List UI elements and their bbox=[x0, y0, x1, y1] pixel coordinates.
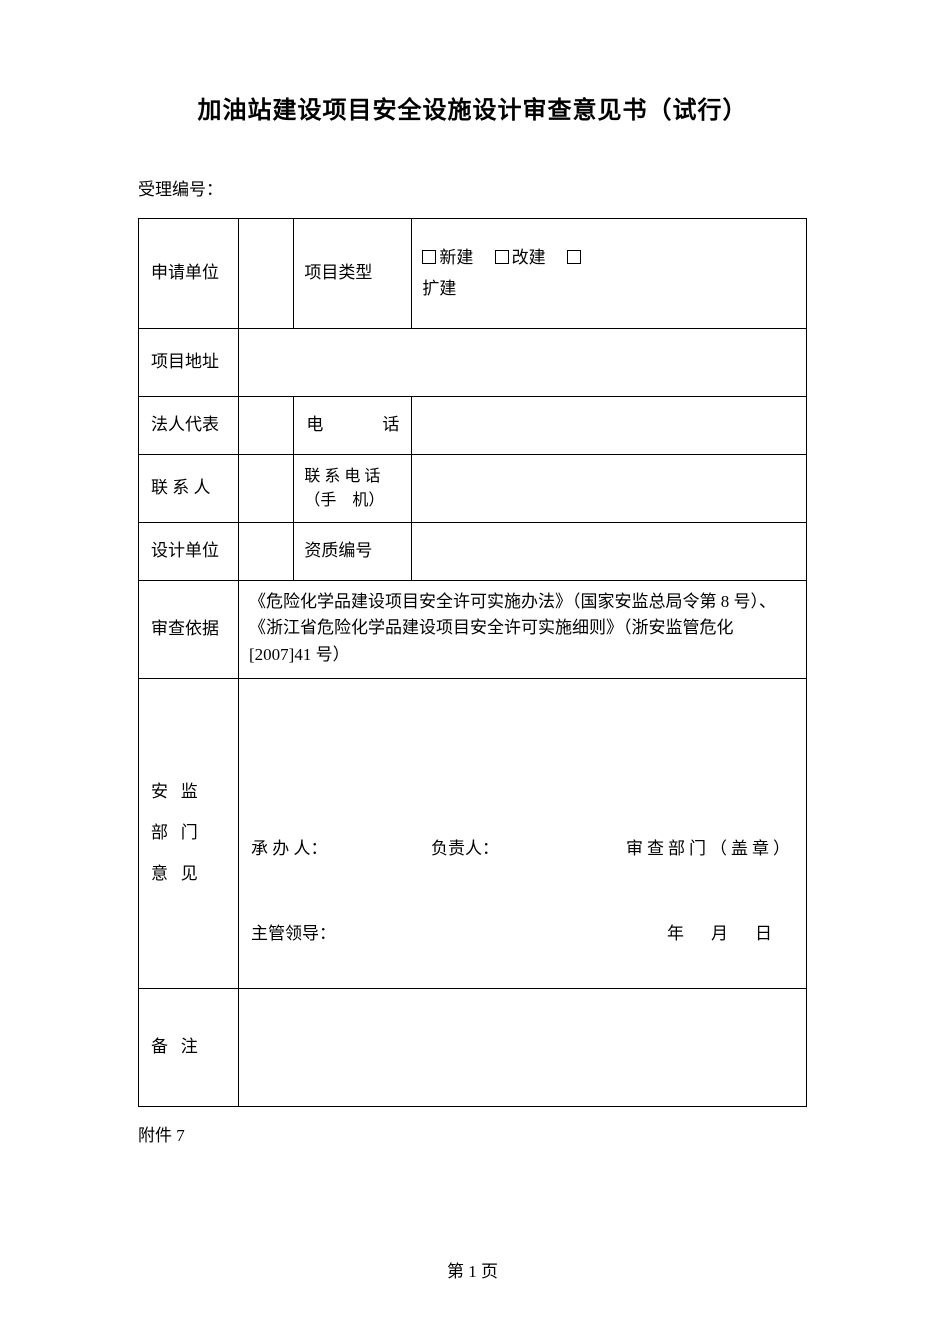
option-new: 新建 bbox=[439, 248, 473, 267]
contact-phone-label: 联 系 电 话 （手 机） bbox=[294, 455, 412, 523]
opinion-signature-line2: 主管领导： 年 月 日 bbox=[251, 919, 794, 950]
project-address-label: 项目地址 bbox=[139, 329, 239, 397]
document-title: 加油站建设项目安全设施设计审查意见书（试行） bbox=[138, 90, 807, 125]
appendix-label: 附件 7 bbox=[138, 1121, 807, 1146]
contact-phone-line1: 联 系 电 话 bbox=[304, 468, 380, 485]
remark-label: 备 注 bbox=[139, 989, 239, 1107]
date-day: 日 bbox=[755, 924, 774, 943]
checkbox-expand-icon[interactable] bbox=[567, 250, 581, 264]
option-expand: 扩建 bbox=[422, 279, 456, 298]
remark-char2: 注 bbox=[181, 1037, 198, 1056]
sd-char2: 监 bbox=[181, 782, 198, 801]
project-type-label: 项目类型 bbox=[294, 219, 412, 329]
sd-char3: 部 bbox=[151, 823, 168, 842]
contact-phone-line2: （手 机） bbox=[304, 492, 384, 509]
row-legal-rep: 法人代表 电 话 bbox=[139, 397, 807, 455]
phone-char1: 电 bbox=[306, 415, 329, 434]
contact-label: 联 系 人 bbox=[139, 455, 239, 523]
safety-dept-label: 安 监 部 门 意 见 bbox=[139, 679, 239, 989]
opinion-signature-line1: 承 办 人： 负责人： 审查部门（盖章） bbox=[251, 834, 794, 865]
handler-label: 承 办 人： bbox=[251, 834, 328, 865]
date-month: 月 bbox=[711, 924, 730, 943]
contact-phone-value[interactable] bbox=[412, 455, 807, 523]
option-rebuild: 改建 bbox=[512, 248, 546, 267]
safety-dept-opinion-content[interactable]: 承 办 人： 负责人： 审查部门（盖章） 主管领导： 年 月 日 bbox=[239, 679, 807, 989]
review-form-table: 申请单位 项目类型 新建 改建 扩建 项目地址 法人代表 电 话 bbox=[138, 218, 807, 1107]
page-container: 加油站建设项目安全设施设计审查意见书（试行） 受理编号： 申请单位 项目类型 新… bbox=[0, 0, 945, 1146]
review-dept-stamp: 审查部门（盖章） bbox=[626, 834, 794, 865]
qualification-label: 资质编号 bbox=[294, 523, 412, 581]
legal-rep-label: 法人代表 bbox=[139, 397, 239, 455]
phone-label: 电 话 bbox=[294, 397, 412, 455]
project-type-options: 新建 改建 扩建 bbox=[412, 219, 807, 329]
date-year: 年 bbox=[667, 924, 686, 943]
sd-char4: 门 bbox=[181, 823, 198, 842]
supervisor-label: 主管领导： bbox=[251, 919, 336, 950]
remark-char1: 备 bbox=[151, 1037, 168, 1056]
project-address-value[interactable] bbox=[239, 329, 807, 397]
remark-value[interactable] bbox=[239, 989, 807, 1107]
legal-rep-value[interactable] bbox=[239, 397, 294, 455]
checkbox-new-icon[interactable] bbox=[422, 250, 436, 264]
sd-char1: 安 bbox=[151, 782, 168, 801]
row-remark: 备 注 bbox=[139, 989, 807, 1107]
design-unit-label: 设计单位 bbox=[139, 523, 239, 581]
phone-value[interactable] bbox=[412, 397, 807, 455]
row-applicant: 申请单位 项目类型 新建 改建 扩建 bbox=[139, 219, 807, 329]
sd-char6: 见 bbox=[181, 864, 198, 883]
checkbox-rebuild-icon[interactable] bbox=[495, 250, 509, 264]
applicant-unit-label: 申请单位 bbox=[139, 219, 239, 329]
sd-char5: 意 bbox=[151, 864, 168, 883]
row-review-basis: 审查依据 《危险化学品建设项目安全许可实施办法》（国家安监总局令第 8 号）、《… bbox=[139, 581, 807, 679]
design-unit-value[interactable] bbox=[239, 523, 294, 581]
page-number: 第 1 页 bbox=[0, 1257, 945, 1282]
row-contact: 联 系 人 联 系 电 话 （手 机） bbox=[139, 455, 807, 523]
applicant-unit-value[interactable] bbox=[239, 219, 294, 329]
review-basis-label: 审查依据 bbox=[139, 581, 239, 679]
review-basis-value: 《危险化学品建设项目安全许可实施办法》（国家安监总局令第 8 号）、《浙江省危险… bbox=[239, 581, 807, 679]
responsible-label: 负责人： bbox=[431, 834, 499, 865]
date-fields: 年 月 日 bbox=[667, 919, 774, 950]
contact-value[interactable] bbox=[239, 455, 294, 523]
acceptance-number-label: 受理编号： bbox=[138, 175, 807, 200]
row-address: 项目地址 bbox=[139, 329, 807, 397]
qualification-value[interactable] bbox=[412, 523, 807, 581]
row-safety-dept-opinion: 安 监 部 门 意 见 承 办 人： 负责人： 审查部门（盖章） 主管领导： 年… bbox=[139, 679, 807, 989]
phone-char2: 话 bbox=[382, 415, 399, 434]
row-design-unit: 设计单位 资质编号 bbox=[139, 523, 807, 581]
